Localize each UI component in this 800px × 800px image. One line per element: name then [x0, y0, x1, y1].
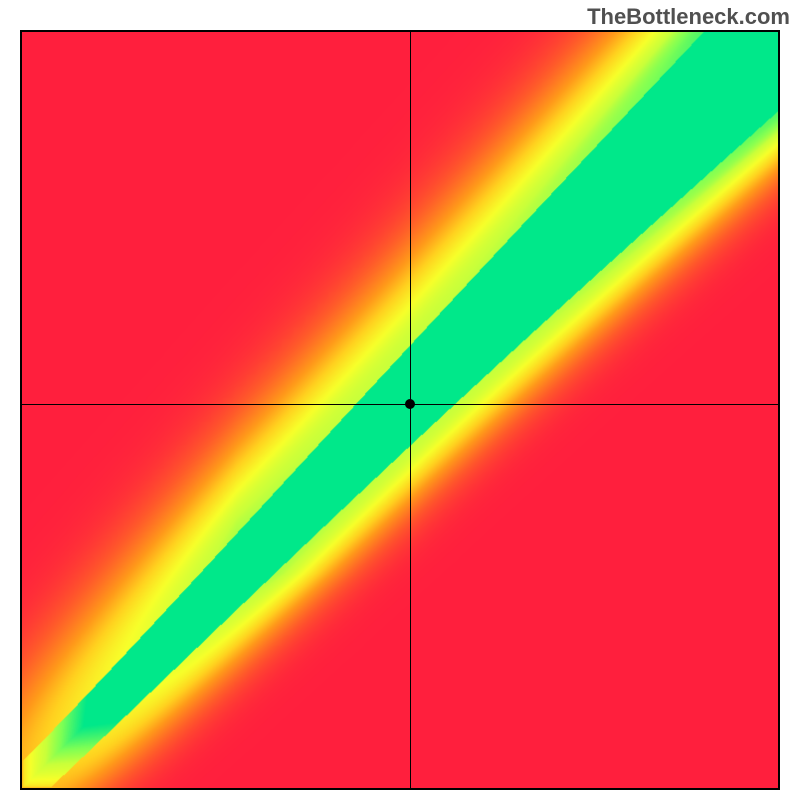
bottleneck-heatmap	[20, 30, 780, 790]
heatmap-canvas	[22, 32, 778, 788]
watermark-text: TheBottleneck.com	[587, 4, 790, 30]
